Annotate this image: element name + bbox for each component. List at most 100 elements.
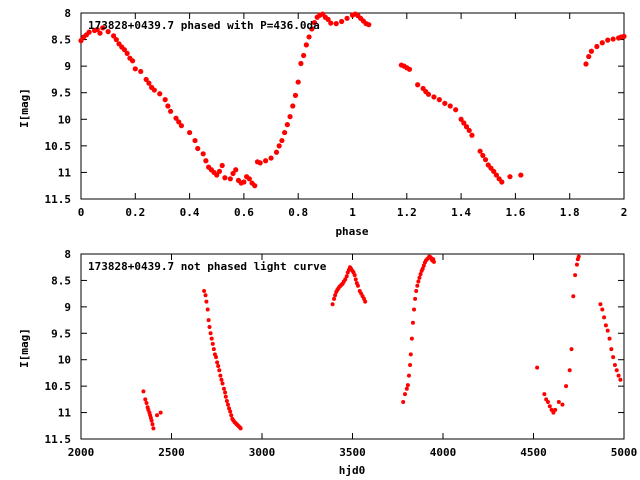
phased-data-point — [157, 91, 163, 97]
unphased-x-tick-label: 4500 — [520, 446, 547, 459]
phased-data-point — [216, 168, 223, 174]
phased-data-point — [328, 20, 334, 26]
unphased-data-point — [603, 323, 608, 328]
phased-data-point — [252, 183, 258, 189]
phased-data-point — [301, 52, 307, 59]
phased-data-point — [176, 119, 182, 125]
unphased-data-point — [207, 324, 212, 329]
phased-data-point — [138, 68, 144, 75]
phased-x-tick-label: 1.2 — [397, 206, 417, 219]
phased-data-point — [94, 26, 100, 33]
phased-data-point — [507, 174, 513, 180]
phased-x-tick-label: 1.4 — [451, 206, 471, 219]
unphased-data-point — [416, 279, 421, 284]
unphased-data-point — [605, 328, 610, 333]
unphased-data-point — [553, 407, 558, 412]
phased-y-tick-label: 11 — [58, 166, 72, 179]
unphased-data-point — [410, 320, 415, 325]
phased-data-point — [282, 129, 288, 136]
phased-data-point — [86, 29, 92, 35]
phased-data-point — [482, 157, 489, 163]
unphased-data-point — [217, 368, 222, 373]
phased-data-point — [219, 162, 225, 169]
phased-data-point — [480, 152, 486, 159]
unphased-data-point — [618, 377, 623, 382]
unphased-data-point — [202, 289, 207, 293]
unphased-data-point — [535, 365, 540, 370]
unphased-data-point — [616, 373, 621, 378]
unphased-data-point — [223, 390, 228, 395]
phased-x-tick-label: 0.8 — [288, 206, 308, 219]
phased-data-point — [110, 33, 117, 39]
unphased-data-point — [143, 397, 148, 402]
unphased-data-point — [204, 299, 209, 304]
unphased-data-point — [151, 426, 156, 431]
phased-data-point — [113, 36, 119, 43]
unphased-x-ticks: 2000 2500 3000 3500 4000 4500 5000 — [68, 254, 637, 459]
phased-data-point — [290, 103, 296, 109]
unphased-y-tick-label: 9 — [64, 301, 71, 314]
unphased-data-point — [344, 274, 349, 279]
unphased-data-point — [609, 347, 614, 352]
unphased-y-tick-label: 8 — [64, 248, 71, 261]
unphased-plot-frame — [80, 253, 625, 440]
phased-x-tick-label: 1.8 — [560, 206, 580, 219]
unphased-y-tick-label: 8.5 — [51, 274, 71, 287]
phased-chart-panel: 0 0.2 0.4 0.6 0.8 1 1.2 1.4 1.6 1.8 2 8 8.5 9 9.5 10 10… — [18, 7, 627, 238]
unphased-data-point — [431, 259, 436, 264]
phased-x-tick-label: 0.6 — [234, 206, 254, 219]
unphased-chart-panel: 2000 2500 3000 3500 4000 4500 5000 8 8.5 9 9.5 10 1… — [18, 248, 637, 477]
phased-data-point — [121, 47, 128, 53]
unphased-x-tick-label: 4000 — [430, 446, 457, 459]
phased-data-point — [583, 61, 589, 67]
phased-data-point — [279, 137, 285, 144]
unphased-data-point — [607, 336, 612, 341]
unphased-data-point — [401, 400, 406, 404]
phased-data-point — [436, 97, 442, 103]
phased-data-point — [406, 66, 413, 72]
unphased-data-point — [405, 383, 410, 388]
phased-y-tick-label: 10 — [58, 113, 71, 126]
unphased-data-point — [218, 373, 223, 378]
phased-y-tick-label: 9 — [64, 60, 71, 73]
unphased-data-point — [216, 364, 221, 369]
unphased-data-point — [352, 273, 357, 278]
phased-data-point — [287, 114, 293, 120]
phased-data-point — [146, 80, 152, 86]
phased-data-point — [447, 103, 453, 109]
phased-data-point — [309, 26, 315, 32]
phased-data-point — [292, 92, 299, 98]
phased-chart-title: 173828+0439.7 phased with P=436.0da — [88, 19, 320, 32]
phased-data-point — [298, 60, 304, 67]
phased-data-point — [466, 127, 472, 134]
unphased-data-point — [141, 389, 146, 394]
unphased-data-point — [556, 400, 561, 404]
phased-data-point — [167, 108, 174, 114]
phased-data-point — [463, 124, 470, 130]
phased-data-point — [132, 66, 138, 72]
phased-data-point — [586, 53, 592, 60]
phased-data-point — [621, 33, 627, 39]
phased-data-point — [491, 168, 497, 174]
phased-data-point — [143, 76, 149, 83]
phased-data-point — [178, 123, 185, 129]
unphased-data-point — [144, 401, 149, 406]
phased-data-point — [295, 79, 301, 85]
phased-data-point — [151, 87, 157, 93]
unphased-data-point — [408, 352, 413, 357]
unphased-data-point — [330, 302, 335, 307]
unphased-data-point — [412, 307, 417, 312]
phased-data-point — [339, 18, 345, 25]
phased-y-tick-label: 10.5 — [45, 140, 72, 153]
phased-y-ticks: 8 8.5 9 9.5 10 10.5 11 11.5 — [45, 7, 624, 206]
unphased-data-point — [223, 394, 228, 399]
unphased-data-point — [598, 302, 603, 307]
unphased-data-point — [417, 275, 422, 280]
unphased-data-point — [353, 277, 358, 282]
phased-data-point — [222, 175, 228, 181]
unphased-x-tick-label: 3500 — [339, 446, 366, 459]
unphased-data-point — [600, 307, 605, 312]
phased-data-point — [499, 179, 505, 185]
phased-data-point — [344, 15, 350, 21]
